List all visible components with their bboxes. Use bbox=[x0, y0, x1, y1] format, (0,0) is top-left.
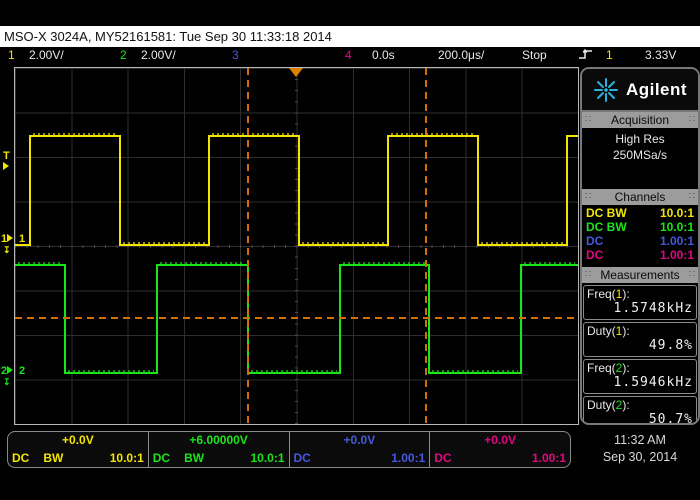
side-panel: Agilent ∷ Acquisition ∷ High Res 250MSa/… bbox=[580, 67, 700, 425]
ch2-scale[interactable]: 2.00V/ bbox=[141, 48, 176, 62]
channel-coupling: DC bbox=[586, 248, 604, 262]
ch2-trace-label: 2 bbox=[19, 365, 26, 377]
trigger-position-marker-icon[interactable] bbox=[289, 68, 303, 77]
channel-probe-ratio: 1.00:1 bbox=[659, 234, 694, 248]
clock-block: 11:32 AM Sep 30, 2014 bbox=[584, 432, 696, 466]
measurement-label: Duty(1): bbox=[587, 324, 630, 338]
channel-offset-value: +0.0V bbox=[343, 433, 376, 447]
acquisition-mode: High Res bbox=[615, 132, 665, 146]
ch1-ground-marker[interactable]: 1 bbox=[1, 234, 14, 245]
channel-probe-ratio: 10.0:1 bbox=[659, 206, 694, 220]
bandwidth-limit-label: BW bbox=[43, 451, 64, 465]
probe-ratio: 1.00:1 bbox=[391, 451, 426, 465]
clock-time: 11:32 AM bbox=[614, 433, 666, 447]
agilent-brand-text: Agilent bbox=[625, 79, 688, 99]
bandwidth-limit-label: BW bbox=[184, 451, 205, 465]
grip-icon: ∷ bbox=[585, 114, 592, 125]
waveform-display bbox=[15, 68, 578, 424]
ch2-ground-arrow-icon bbox=[7, 366, 14, 374]
channel-offset-value: +6.00000V bbox=[189, 433, 248, 447]
channel-probe-ratio: 1.00:1 bbox=[659, 248, 694, 262]
channel-coupling: DC bbox=[12, 451, 30, 465]
channel-coupling: DC bbox=[434, 451, 452, 465]
channel-coupling: DC BW bbox=[586, 220, 627, 234]
channel-coupling: DC bbox=[586, 234, 604, 248]
agilent-logo: Agilent bbox=[582, 69, 698, 112]
channel-offset-value: +0.0V bbox=[484, 433, 516, 447]
trigger-level-arrow-icon bbox=[3, 162, 9, 170]
timebase[interactable]: 200.0μs/ bbox=[438, 48, 485, 62]
trigger-level[interactable]: 3.33V bbox=[645, 48, 677, 62]
probe-ratio: 10.0:1 bbox=[109, 451, 144, 465]
channel-status-row[interactable]: DC BW 10.0:1 bbox=[582, 220, 698, 234]
grip-icon: ∷ bbox=[585, 269, 592, 280]
channel2-trace bbox=[15, 264, 578, 374]
measurement-value: 49.8% bbox=[648, 338, 693, 353]
bottom-channel-box[interactable]: +0.0V DC BW 10.0:1 bbox=[7, 431, 149, 468]
ch2-ground-marker[interactable]: 2 bbox=[1, 366, 14, 377]
bottom-channel-box[interactable]: +0.0V DC 1.00:1 bbox=[429, 431, 571, 468]
grip-icon: ∷ bbox=[688, 269, 695, 280]
ch1-ground-arrow-icon bbox=[7, 234, 14, 242]
measurement-box[interactable]: Freq(1): 1.5748kHz bbox=[583, 285, 697, 320]
measurements-body: Freq(1): 1.5748kHz Duty(1): 49.8% Freq(2): 1.… bbox=[582, 283, 698, 425]
bottom-channel-bar: +0.0V DC BW 10.0:1 +6.00000V DC BW 10.0:1 +0.0V D… bbox=[7, 431, 571, 468]
channels-header[interactable]: ∷ Channels ∷ bbox=[582, 189, 698, 205]
measurement-value: 1.5946kHz bbox=[613, 375, 693, 390]
agilent-starburst-icon bbox=[593, 77, 618, 102]
graticule bbox=[14, 67, 579, 425]
channel-coupling: DC bbox=[293, 451, 311, 465]
channel-status-row[interactable]: DC 1.00:1 bbox=[582, 248, 698, 262]
measurement-label: Duty(2): bbox=[587, 398, 630, 412]
measurement-box[interactable]: Duty(2): 50.7% bbox=[583, 396, 697, 425]
channel-coupling: DC bbox=[152, 451, 171, 465]
channel-offset-value: +0.0V bbox=[62, 433, 94, 447]
ch2-number[interactable]: 2 bbox=[120, 48, 127, 62]
bottom-channel-box[interactable]: +6.00000V DC BW 10.0:1 bbox=[147, 431, 290, 468]
ch1-scale[interactable]: 2.00V/ bbox=[29, 48, 64, 62]
trigger-edge-icon bbox=[579, 48, 592, 59]
grip-icon: ∷ bbox=[688, 191, 695, 202]
channel-coupling: DC BW bbox=[586, 206, 627, 220]
channel1-trace bbox=[15, 135, 578, 246]
trigger-edge-icon[interactable] bbox=[578, 47, 594, 66]
grip-icon: ∷ bbox=[688, 114, 695, 125]
channel-status-row[interactable]: DC BW 10.0:1 bbox=[582, 206, 698, 220]
instrument-title: MSO-X 3024A, MY52161581: Tue Sep 30 11:3… bbox=[4, 29, 332, 44]
ch1-trace-label: 1 bbox=[19, 233, 26, 245]
measurement-box[interactable]: Duty(1): 49.8% bbox=[583, 322, 697, 357]
channel-probe-ratio: 10.0:1 bbox=[659, 220, 694, 234]
bottom-channel-box[interactable]: +0.0V DC 1.00:1 bbox=[288, 431, 431, 468]
clock-date: Sep 30, 2014 bbox=[602, 450, 678, 464]
ch2-ground-symbol-icon: ↧ bbox=[3, 377, 11, 387]
ch3-number[interactable]: 3 bbox=[232, 48, 239, 62]
sample-rate: 250MSa/s bbox=[612, 148, 668, 162]
measurements-header[interactable]: ∷ Measurements ∷ bbox=[582, 267, 698, 283]
channels-body: DC BW 10.0:1 DC BW 10.0:1 DC 1.00:1 DC 1.00:1 bbox=[582, 205, 698, 267]
title-strip: MSO-X 3024A, MY52161581: Tue Sep 30 11:3… bbox=[0, 26, 700, 47]
delay-time[interactable]: 0.0s bbox=[372, 48, 395, 62]
measurement-label: Freq(1): bbox=[587, 287, 630, 301]
grip-icon: ∷ bbox=[585, 191, 592, 202]
run-state[interactable]: Stop bbox=[522, 48, 547, 62]
probe-ratio: 10.0:1 bbox=[250, 451, 285, 465]
trigger-level-marker[interactable]: T bbox=[3, 151, 10, 173]
ch1-number[interactable]: 1 bbox=[8, 48, 15, 62]
trigger-source[interactable]: 1 bbox=[606, 48, 613, 62]
measurement-value: 50.7% bbox=[648, 412, 693, 425]
acquisition-body: High Res 250MSa/s bbox=[582, 128, 698, 189]
measurement-box[interactable]: Freq(2): 1.5946kHz bbox=[583, 359, 697, 394]
status-row: 1 2.00V/2 2.00V/3 4 0.0s 200.0μs/Stop 1 3.33V bbox=[0, 47, 700, 65]
channel-status-row[interactable]: DC 1.00:1 bbox=[582, 234, 698, 248]
ch1-ground-symbol-icon: ↧ bbox=[3, 245, 11, 255]
measurement-label: Freq(2): bbox=[587, 361, 630, 375]
probe-ratio: 1.00:1 bbox=[531, 451, 566, 465]
acquisition-header[interactable]: ∷ Acquisition ∷ bbox=[582, 112, 698, 128]
ch4-number[interactable]: 4 bbox=[345, 48, 352, 62]
center-horizontal-axis bbox=[15, 245, 578, 248]
measurement-value: 1.5748kHz bbox=[613, 301, 693, 316]
